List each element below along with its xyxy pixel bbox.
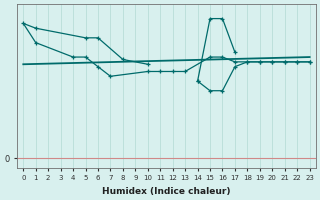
X-axis label: Humidex (Indice chaleur): Humidex (Indice chaleur) [102,187,231,196]
